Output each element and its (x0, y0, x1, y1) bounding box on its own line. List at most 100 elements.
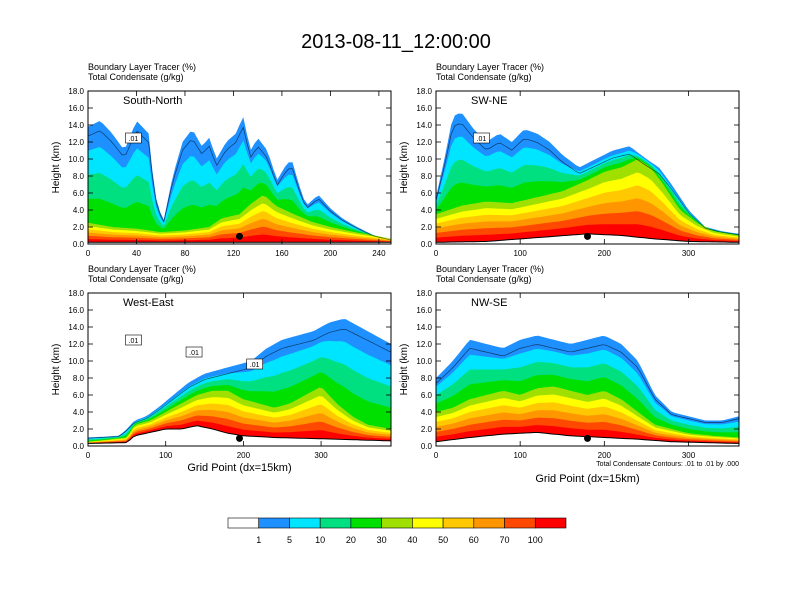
colorbar-swatch (442, 517, 475, 529)
x-tick-label: 100 (159, 451, 173, 460)
y-tick-label: 8.0 (73, 172, 85, 181)
colorbar-swatch (381, 517, 413, 529)
y-tick-label: 16.0 (68, 306, 84, 315)
y-tick-label: 18.0 (416, 289, 432, 298)
y-tick-label: 8.0 (73, 374, 85, 383)
y-axis-label: Height (km) (399, 142, 410, 194)
location-marker (236, 434, 243, 442)
y-tick-label: 0.0 (421, 240, 433, 249)
panel-subtitle-tracer: Boundary Layer Tracer (%) (436, 264, 544, 274)
panel-subtitle-condensate: Total Condensate (g/kg) (88, 72, 184, 82)
y-tick-label: 16.0 (416, 104, 432, 113)
location-marker (584, 434, 591, 442)
plot-frame (87, 90, 392, 245)
y-tick-label: 8.0 (421, 172, 433, 181)
x-axis-label: Grid Point (dx=15km) (535, 473, 639, 485)
panel-subtitle-condensate: Total Condensate (g/kg) (436, 72, 532, 82)
y-tick-label: 12.0 (416, 138, 432, 147)
contour-label-box (125, 334, 142, 346)
y-tick-label: 0.0 (421, 442, 433, 451)
panel-subtitle-condensate: Total Condensate (g/kg) (88, 274, 184, 284)
condensate-contour (436, 344, 739, 423)
y-tick-label: 4.0 (73, 206, 85, 215)
x-tick-label: 200 (324, 249, 338, 258)
x-tick-label: 300 (682, 451, 696, 460)
y-tick-label: 4.0 (73, 408, 85, 417)
contour-label-box (246, 358, 263, 370)
y-tick-label: 10.0 (68, 357, 84, 366)
x-tick-label: 300 (682, 249, 696, 258)
y-tick-label: 6.0 (73, 391, 85, 400)
x-tick-label: 40 (132, 249, 141, 258)
x-tick-label: 240 (372, 249, 386, 258)
panel-2: Boundary Layer Tracer (%)Total Condensat… (399, 62, 740, 258)
y-tick-label: 16.0 (416, 306, 432, 315)
x-tick-label: 0 (86, 451, 91, 460)
plot-area (88, 91, 391, 244)
plot-area (436, 293, 739, 446)
condensate-contour (88, 126, 391, 241)
y-tick-label: 10.0 (416, 155, 432, 164)
colorbar-swatch (227, 517, 260, 529)
y-tick-label: 12.0 (68, 340, 84, 349)
plot-frame (87, 292, 392, 447)
contour-label-box (185, 346, 203, 358)
panel-1: Boundary Layer Tracer (%)Total Condensat… (51, 62, 392, 258)
colorbar-swatch (534, 517, 567, 529)
contour-label: .01 (129, 338, 139, 345)
y-tick-label: 2.0 (421, 425, 433, 434)
contour-footnote: Total Condensate Contours: .01 to .01 by… (596, 461, 739, 468)
y-tick-label: 12.0 (68, 138, 84, 147)
panel-label: West-East (123, 297, 174, 309)
figure-title: 2013-08-11_12:00:00 (301, 31, 491, 53)
y-tick-label: 6.0 (73, 189, 85, 198)
contour-label: .01 (477, 136, 487, 143)
y-tick-label: 16.0 (68, 104, 84, 113)
y-axis-label: Height (km) (51, 344, 62, 396)
y-tick-label: 2.0 (73, 223, 85, 232)
y-tick-label: 8.0 (421, 374, 433, 383)
y-axis-label: Height (km) (51, 142, 62, 194)
colorbar-label: 20 (346, 535, 356, 545)
colorbar-label: 5 (287, 535, 292, 545)
x-axis-label: Grid Point (dx=15km) (187, 462, 291, 474)
x-tick-label: 160 (275, 249, 289, 258)
y-tick-label: 10.0 (416, 357, 432, 366)
panel-label: South-North (123, 95, 182, 107)
colorbar-swatch (412, 517, 444, 529)
colorbar-label: 60 (469, 535, 479, 545)
x-tick-label: 120 (227, 249, 241, 258)
x-tick-label: 0 (434, 451, 439, 460)
y-tick-label: 14.0 (416, 323, 432, 332)
y-tick-label: 14.0 (68, 121, 84, 130)
panel-4: Boundary Layer Tracer (%)Total Condensat… (399, 264, 740, 485)
condensate-contour (436, 123, 739, 235)
contour-label-box (125, 132, 142, 144)
condensate-contour (88, 328, 391, 439)
y-tick-label: 4.0 (421, 408, 433, 417)
colorbar: 1 5 10 20 30 40 50 60 70 100 (227, 517, 567, 545)
panel-label: SW-NE (471, 95, 507, 107)
colorbar-label: 10 (315, 535, 325, 545)
panel-3: Boundary Layer Tracer (%)Total Condensat… (51, 264, 392, 474)
colorbar-swatch (319, 517, 352, 529)
y-tick-label: 2.0 (73, 425, 85, 434)
colorbar-swatch (473, 517, 505, 529)
y-tick-label: 6.0 (421, 391, 433, 400)
location-marker (584, 232, 591, 240)
x-tick-label: 80 (181, 249, 190, 258)
panel-subtitle-condensate: Total Condensate (g/kg) (436, 274, 532, 284)
colorbar-label: 100 (528, 535, 543, 545)
panel-subtitle-tracer: Boundary Layer Tracer (%) (436, 62, 544, 72)
x-tick-label: 200 (598, 249, 612, 258)
y-tick-label: 18.0 (68, 87, 84, 96)
contour-label-box (473, 132, 490, 144)
x-tick-label: 200 (237, 451, 251, 460)
colorbar-swatch (289, 517, 321, 529)
x-tick-label: 100 (513, 249, 527, 258)
colorbar-label: 40 (407, 535, 417, 545)
y-axis-label: Height (km) (399, 344, 410, 396)
plot-area (88, 293, 391, 446)
panel-subtitle-tracer: Boundary Layer Tracer (%) (88, 62, 196, 72)
